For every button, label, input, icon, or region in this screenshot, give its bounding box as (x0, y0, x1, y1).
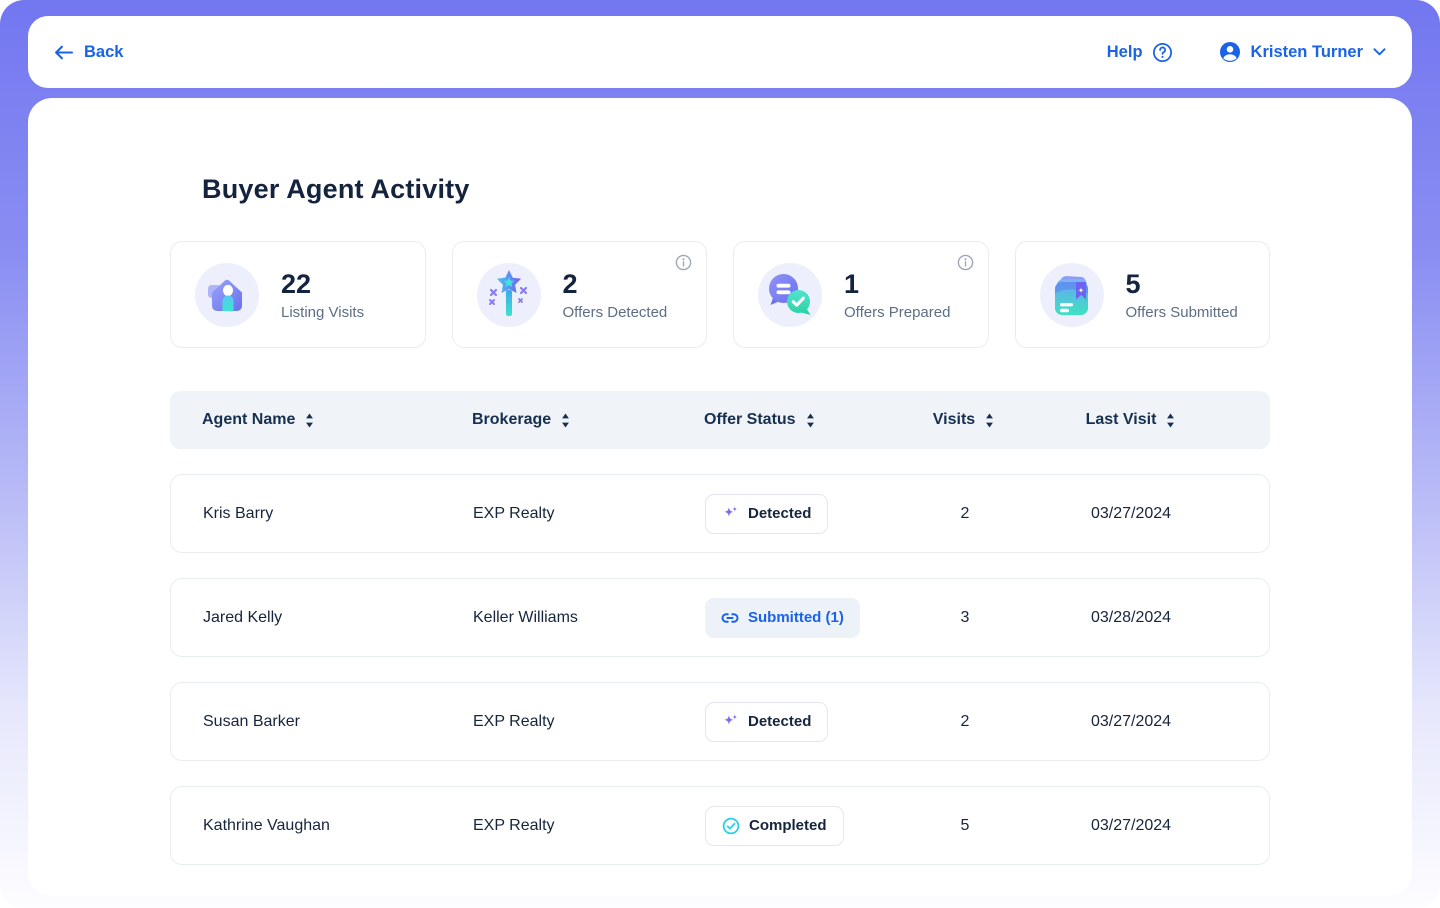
sparkle-icon (724, 714, 738, 725)
info-icon[interactable] (675, 254, 692, 271)
user-name: Kristen Turner (1250, 42, 1363, 61)
sort-icon (306, 413, 314, 427)
stat-value: 2 (562, 268, 578, 299)
column-header-last-visit[interactable]: Last Visit (1024, 411, 1238, 429)
chevron-down-icon (1373, 48, 1386, 56)
help-icon (1152, 42, 1172, 62)
agent-name-cell: Kathrine Vaughan (203, 816, 330, 834)
column-header-offer-status[interactable]: Offer Status (704, 411, 904, 429)
stat-label: Offers Submitted (1125, 303, 1238, 321)
help-button[interactable]: Help (1107, 42, 1173, 63)
offers-folder-icon (1039, 262, 1104, 327)
stats-row: 22 Listing Visits (170, 241, 1270, 348)
visits-cell: 2 (960, 712, 970, 730)
table-row: Kris Barry EXP Realty Detected 2 03/27/2… (170, 474, 1270, 553)
stat-label: Listing Visits (281, 303, 365, 321)
table-row: Jared Kelly Keller Williams Submitted (1… (170, 578, 1270, 657)
status-badge-completed[interactable]: Completed (705, 805, 844, 846)
stat-value: 5 (1125, 268, 1141, 299)
link-icon (721, 612, 739, 623)
table-header: Agent Name Brokerage Offer Status Visits… (170, 391, 1270, 449)
sort-icon (562, 413, 570, 427)
column-header-brokerage[interactable]: Brokerage (472, 411, 704, 429)
chat-check-icon (758, 262, 822, 327)
info-icon[interactable] (957, 254, 974, 271)
stat-value: 1 (844, 268, 860, 299)
house-icon (195, 262, 259, 327)
brokerage-cell: EXP Realty (473, 504, 555, 522)
visits-cell: 2 (960, 504, 970, 522)
status-badge-detected[interactable]: Detected (705, 701, 829, 742)
visits-cell: 3 (960, 608, 970, 626)
agent-name-cell: Susan Barker (203, 712, 300, 730)
status-badge-submitted[interactable]: Submitted (1) (705, 597, 860, 638)
back-button[interactable]: Back (54, 43, 123, 62)
back-label: Back (84, 42, 124, 61)
last-visit-cell: 03/27/2024 (1090, 504, 1172, 522)
stat-card-offers-detected: 2 Offers Detected (451, 241, 707, 348)
last-visit-cell: 03/27/2024 (1090, 816, 1172, 834)
stat-label: Offers Detected (562, 303, 668, 321)
sort-icon (806, 413, 814, 427)
sort-icon (986, 413, 994, 427)
avatar-icon (1219, 42, 1240, 62)
column-header-agent-name[interactable]: Agent Name (202, 411, 472, 429)
stat-value: 22 (281, 268, 312, 299)
brokerage-cell: Keller Williams (473, 608, 578, 626)
user-menu[interactable]: Kristen Turner (1219, 41, 1386, 63)
last-visit-cell: 03/27/2024 (1090, 712, 1172, 730)
magic-wand-icon (476, 262, 541, 327)
table-row: Kathrine Vaughan EXP Realty Completed 5 … (170, 786, 1270, 865)
visits-cell: 5 (960, 816, 970, 834)
page-title: Buyer Agent Activity (202, 174, 470, 204)
help-label: Help (1106, 42, 1143, 61)
main-panel: Buyer Agent Activity (28, 98, 1412, 896)
brokerage-cell: EXP Realty (473, 712, 555, 730)
stat-card-listing-visits: 22 Listing Visits (170, 241, 426, 348)
sparkle-icon (724, 506, 738, 517)
table-row: Susan Barker EXP Realty Detected 2 03/27… (170, 682, 1270, 761)
stat-card-offers-submitted: 5 Offers Submitted (1014, 241, 1270, 348)
back-arrow-icon (55, 45, 73, 59)
brokerage-cell: EXP Realty (473, 816, 555, 834)
sort-icon (1167, 413, 1175, 427)
top-bar-right: Help Kristen Turner (1107, 41, 1386, 63)
agent-name-cell: Jared Kelly (203, 608, 283, 626)
top-bar: Back Help Kristen Turner (28, 16, 1412, 88)
stat-label: Offers Prepared (844, 303, 951, 321)
column-header-visits[interactable]: Visits (904, 411, 1024, 429)
agent-name-cell: Kris Barry (203, 504, 274, 522)
check-circle-icon (722, 817, 740, 834)
last-visit-cell: 03/28/2024 (1090, 608, 1172, 626)
stat-card-offers-prepared: 1 Offers Prepared (733, 241, 989, 348)
status-badge-detected[interactable]: Detected (705, 493, 829, 534)
